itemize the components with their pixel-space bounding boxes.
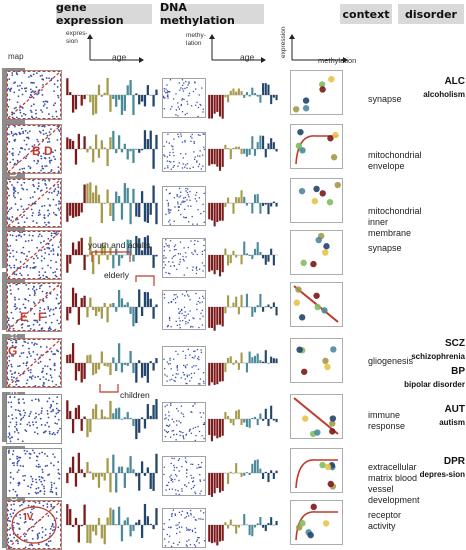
correlation-panel — [290, 124, 343, 169]
disorder-scz-abbr: SCZ — [445, 338, 465, 349]
disorder-aut-abbr: AUT — [444, 404, 465, 415]
methylation-bars — [208, 190, 278, 227]
methylation-bars — [208, 459, 278, 497]
header-disorder: disorder — [398, 4, 464, 24]
age-axis-arrows — [87, 34, 144, 63]
axis-age-label: age — [112, 52, 127, 62]
methylation-bars — [208, 514, 278, 546]
methylation-bars — [208, 83, 278, 119]
map-panel — [6, 70, 62, 120]
map-letter-f: F — [38, 310, 46, 324]
methylation-map — [162, 238, 206, 278]
disorder-dpr-full: depres-sion — [419, 470, 465, 479]
map-letter-d: D — [44, 144, 53, 158]
correlation-panel — [290, 500, 343, 545]
annotation-youth-adults: youth and adults — [88, 240, 151, 250]
context-row-9: receptor activity — [368, 510, 402, 531]
methylation-bars — [208, 241, 278, 277]
methylation-map — [162, 78, 206, 118]
map-panel — [6, 124, 62, 174]
context-row-7: immune response — [368, 410, 406, 431]
map-letter-iv: IV — [24, 512, 34, 523]
disorder-bp-abbr: BP — [451, 366, 465, 377]
map-panel — [6, 230, 62, 280]
methylation-map — [162, 456, 206, 496]
context-row-6: gliogenesis — [368, 356, 414, 366]
methylation-map — [162, 290, 206, 330]
methylation-bars — [208, 405, 278, 442]
methylation-map — [162, 186, 206, 226]
map-panel — [6, 394, 62, 444]
map-letter-e: E — [20, 310, 29, 324]
expression-bars — [66, 77, 158, 116]
map-panel — [6, 282, 62, 332]
annotation-children: children — [120, 390, 150, 400]
age2-axis-arrows — [209, 34, 266, 63]
context-row-4: synapse — [368, 243, 402, 253]
expression-bars — [66, 503, 158, 545]
disorder-aut-full: autism — [439, 418, 465, 427]
correlation-panel — [290, 394, 343, 439]
methylation-bars — [208, 293, 278, 331]
context-row-2: mitochondrial envelope — [368, 150, 422, 171]
expression-bars — [66, 343, 158, 383]
disorder-alc-abbr: ALC — [444, 76, 465, 87]
context-row-3: mitochondrial inner membrane — [368, 206, 422, 238]
disorder-scz-full: schizophrenia — [411, 352, 465, 361]
axis-expression-label: expres-sion — [66, 30, 88, 45]
correlation-panel — [290, 178, 343, 223]
methylation-bars — [208, 135, 278, 171]
map-panel — [6, 500, 62, 550]
methylation-map — [162, 402, 206, 442]
methylation-map — [162, 346, 206, 386]
methylation-axis-arrows — [289, 34, 348, 63]
map-panel — [6, 178, 62, 228]
methylation-map — [162, 508, 206, 548]
methylation-bars — [208, 350, 278, 386]
expression-bars — [66, 452, 158, 493]
methylation-map — [162, 132, 206, 172]
correlation-panel — [290, 230, 343, 275]
correlation-panel — [290, 448, 343, 493]
context-row-1: synapse — [368, 94, 402, 104]
map-panel — [6, 338, 62, 388]
disorder-bp-full: bipolar disorder — [404, 380, 465, 389]
correlation-panel — [290, 70, 343, 115]
context-row-8: extracellular matrix blood vessel develo… — [368, 462, 420, 505]
disorder-dpr-abbr: DPR — [443, 456, 465, 467]
expression-bars — [66, 130, 158, 169]
axis-methylation-label: methy-lation — [186, 32, 206, 47]
annotation-elderly: elderly — [104, 270, 130, 280]
map-panel — [6, 448, 62, 498]
map-letter-b: B — [32, 144, 41, 158]
header-context: context — [340, 4, 392, 24]
map-letter-g: G — [8, 344, 18, 358]
expression-bars — [66, 399, 158, 440]
correlation-panel — [290, 338, 343, 383]
axis-map-label: map — [8, 52, 24, 61]
header-gene-expression: gene expression — [56, 1, 152, 27]
expression-bars — [66, 182, 158, 225]
correlation-panel — [290, 282, 343, 327]
disorder-alc-full: alcoholism — [423, 90, 465, 99]
expression-bars — [66, 287, 158, 327]
header-dna-methylation: DNA methylation — [160, 1, 264, 27]
axis-age2-label: age — [240, 52, 255, 62]
